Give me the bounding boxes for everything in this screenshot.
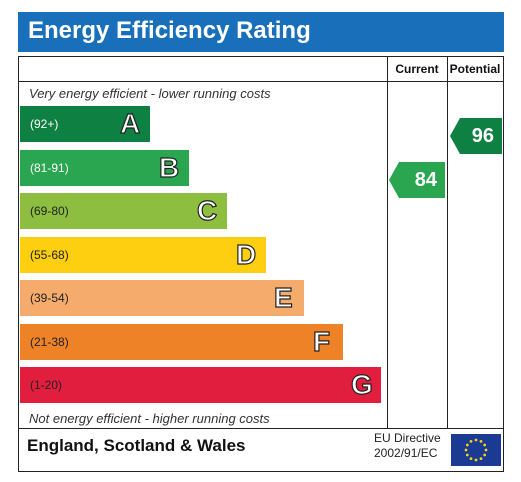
band-letter: G — [350, 368, 373, 400]
band-range-label: (39-54) — [30, 291, 69, 305]
flag-star-icon — [474, 458, 478, 462]
region-label: England, Scotland & Wales — [27, 436, 246, 455]
flag-star-icon — [483, 443, 487, 447]
potential-rating-value: 96 — [471, 125, 494, 147]
band-range-label: (55-68) — [30, 248, 69, 262]
flag-star-icon — [479, 439, 483, 443]
rating-band-a: (92+) A — [20, 106, 150, 142]
rating-band-g: (1-20) G — [20, 367, 381, 403]
eu-directive: EU Directive 2002/91/EC — [374, 431, 441, 461]
flag-star-icon — [464, 448, 468, 452]
band-letter: B — [158, 151, 180, 183]
eu-directive-line1: EU Directive — [374, 431, 441, 445]
flag-star-icon — [469, 439, 473, 443]
footer-divider — [19, 428, 503, 429]
eu-flag-icon — [451, 434, 501, 466]
current-rating-value: 84 — [414, 169, 437, 191]
flag-star-icon — [479, 457, 483, 461]
band-letter: E — [273, 281, 293, 313]
rating-chart-frame: Current Potential Very energy efficient … — [18, 56, 504, 472]
band-range-label: (1-20) — [30, 378, 63, 392]
rating-band-e: (39-54) E — [20, 280, 304, 316]
eu-directive-line2: 2002/91/EC — [374, 446, 438, 460]
flag-star-icon — [469, 457, 473, 461]
potential-column-header: Potential — [449, 62, 501, 76]
column-divider — [447, 57, 448, 428]
header-divider — [19, 81, 503, 82]
band-letter: F — [312, 325, 331, 357]
flag-star-icon — [483, 453, 487, 457]
band-range-label: (81-91) — [30, 161, 69, 175]
rating-band-d: (55-68) D — [20, 237, 266, 273]
band-letter: A — [119, 107, 141, 139]
rating-band-f: (21-38) F — [20, 324, 343, 360]
current-column-header: Current — [395, 62, 439, 76]
band-letter: D — [235, 238, 257, 270]
band-range-label: (21-38) — [30, 335, 69, 349]
column-divider — [387, 57, 388, 428]
flag-star-icon — [474, 438, 478, 442]
flag-star-icon — [465, 443, 469, 447]
band-letter: C — [196, 194, 218, 226]
chart-title: Energy Efficiency Rating — [28, 17, 311, 44]
inefficient-caption: Not energy efficient - higher running co… — [29, 411, 270, 426]
flag-star-icon — [465, 453, 469, 457]
potential-rating-arrow: 96 — [450, 118, 502, 154]
title-bar: Energy Efficiency Rating — [18, 12, 504, 52]
rating-band-b: (81-91) B — [20, 150, 189, 186]
band-range-label: (92+) — [30, 117, 59, 131]
rating-band-c: (69-80) C — [20, 193, 227, 229]
current-rating-arrow: 84 — [389, 162, 445, 198]
flag-star-icon — [484, 448, 488, 452]
band-range-label: (69-80) — [30, 204, 69, 218]
efficient-caption: Very energy efficient - lower running co… — [29, 86, 271, 101]
